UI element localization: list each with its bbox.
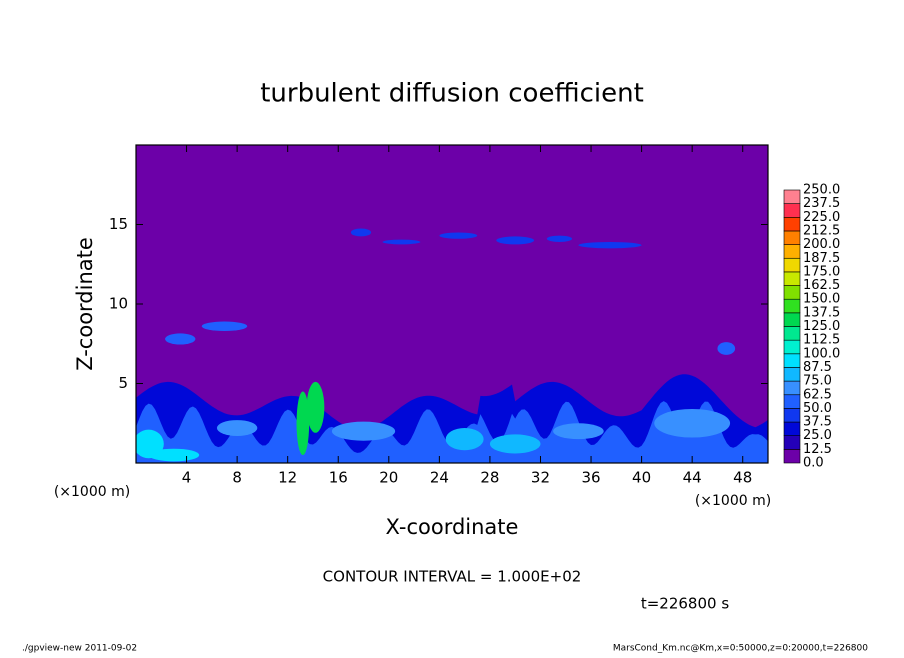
field-patch [165,333,196,345]
colorbar-label: 0.0 [803,456,824,471]
y-tick-label: 5 [118,374,128,392]
field-patch [654,408,731,438]
footer-right: MarsCond_Km.nc@Km,x=0:50000,z=0:20000,t=… [613,644,868,654]
x-tick-label: 28 [480,469,499,487]
colorbar-label: 212.5 [803,223,840,238]
footer-left: ./gpview-new 2011-09-02 [22,644,137,654]
x-axis-label: X-coordinate [386,515,519,539]
y-tick-label: 10 [109,295,128,313]
field-patch [578,241,642,249]
colorbar-swatch [783,298,801,314]
colorbar-label: 237.5 [803,196,840,211]
colorbar-swatch [783,230,801,245]
field-patch [350,228,372,237]
colorbar-swatch [783,367,801,382]
colorbar-swatch [783,326,801,341]
colorbar-swatch [783,380,801,396]
x-tick-label: 16 [329,469,348,487]
field-patch [489,434,541,454]
x-tick-label: 8 [232,469,242,487]
field-patch [306,381,325,433]
colorbar-label: 150.0 [803,292,840,307]
colorbar-swatch [783,339,801,355]
layer-light-blue [136,401,768,463]
x-tick-label: 36 [581,469,600,487]
x-unit-label: (×1000 m) [695,493,771,509]
colorbar: 0.012.525.037.550.062.575.087.5100.0112.… [783,183,840,471]
x-tick-label: 24 [430,469,449,487]
field-patch [331,421,396,441]
colorbar-label: 112.5 [803,333,840,348]
colorbar-label: 25.0 [803,428,832,443]
x-tick-label: 12 [278,469,297,487]
colorbar-label: 137.5 [803,305,840,320]
colorbar-label: 50.0 [803,401,832,416]
field-patch [546,235,573,242]
colorbar-label: 37.5 [803,415,832,430]
colorbar-swatch [783,271,801,286]
field-patch [717,342,736,355]
field-patch [445,428,484,451]
field-patch [216,420,258,436]
field-patch [496,236,535,245]
colorbar-swatch [783,312,801,327]
field-patch [553,423,604,440]
x-tick-label: 44 [683,469,702,487]
y-axis-label: Z-coordinate [73,237,97,371]
contour-interval: CONTOUR INTERVAL = 1.000E+02 [323,568,582,586]
x-tick-label: 32 [531,469,550,487]
x-tick-label: 20 [379,469,398,487]
colorbar-swatch [783,203,801,218]
x-tick-label: 40 [632,469,651,487]
colorbar-swatch [783,285,801,300]
field-patch [148,448,200,462]
field-patch [201,321,248,332]
field [136,145,768,463]
colorbar-swatch [783,257,801,273]
colorbar-swatch [783,435,801,450]
colorbar-label: 175.0 [803,264,840,279]
colorbar-swatch [783,394,801,409]
field-patch [296,391,310,456]
colorbar-swatch [783,408,801,423]
x-tick-label: 4 [182,469,192,487]
x-tick-label: 48 [733,469,752,487]
colorbar-label: 225.0 [803,210,840,225]
colorbar-label: 200.0 [803,237,840,252]
chart-title: turbulent diffusion coefficient [260,79,644,109]
colorbar-swatch [783,421,801,436]
colorbar-swatch [783,217,801,232]
y-tick-label: 15 [109,215,128,233]
colorbar-label: 125.0 [803,319,840,334]
colorbar-swatch [783,353,801,368]
colorbar-label: 12.5 [803,442,832,457]
colorbar-label: 187.5 [803,251,840,266]
colorbar-swatch [783,189,801,204]
colorbar-swatch [783,244,801,259]
field-patch [382,239,421,245]
y-unit-label: (×1000 m) [54,484,130,500]
colorbar-label: 250.0 [803,183,840,198]
colorbar-label: 100.0 [803,346,840,361]
colorbar-label: 62.5 [803,387,832,402]
time-label: t=226800 s [641,595,729,613]
colorbar-label: 87.5 [803,360,832,375]
field-patch [439,232,478,239]
colorbar-label: 75.0 [803,374,832,389]
colorbar-label: 162.5 [803,278,840,293]
colorbar-swatch [783,449,801,464]
